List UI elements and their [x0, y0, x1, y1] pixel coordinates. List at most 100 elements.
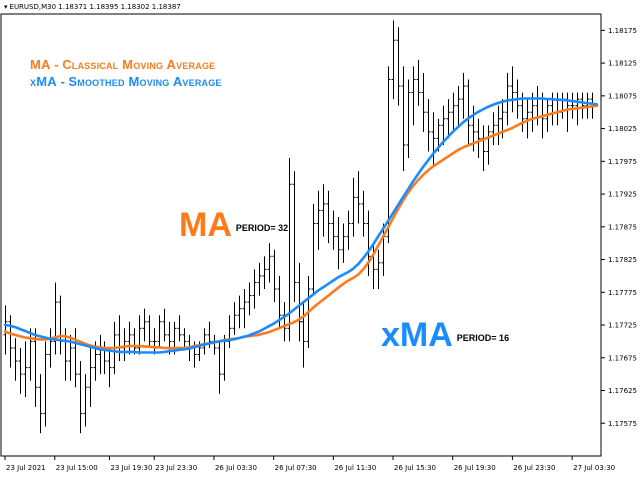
ohlc-bar	[292, 171, 297, 303]
ohlc-bar	[48, 328, 53, 368]
ohlc-bar	[212, 334, 217, 355]
ohlc-bar	[580, 92, 585, 119]
ohlc-bar	[391, 20, 396, 100]
ohlc-bar	[326, 190, 331, 244]
ohlc-bar	[137, 315, 142, 355]
ohlc-bar	[232, 302, 237, 335]
ohlc-bar	[451, 92, 456, 132]
ohlc-bar	[441, 105, 446, 145]
plot-border	[0, 13, 602, 457]
price-tick-label: 1.17975	[608, 158, 637, 166]
ohlc-bar	[341, 223, 346, 263]
legend-xma-desc: Smoothed Moving Average	[68, 74, 222, 89]
ohlc-bar	[311, 203, 316, 296]
ohlc-bar	[262, 256, 267, 290]
ohlc-bar	[78, 361, 83, 434]
ohlc-bar	[316, 190, 321, 250]
time-tick-label: 23 Jul 15:00	[56, 464, 98, 472]
ohlc-bar	[331, 210, 336, 250]
ohlc-bar	[58, 295, 63, 355]
ohlc-bar	[127, 321, 132, 355]
ohlc-bar	[18, 347, 23, 394]
ohlc-bar	[411, 66, 416, 126]
price-tick-label: 1.18125	[608, 60, 637, 68]
time-tick-label: 26 Jul 23:30	[513, 464, 555, 472]
xma-annotation-period: PERIOD= 16	[456, 333, 510, 343]
ohlc-bar	[53, 282, 58, 355]
ohlc-bar	[117, 315, 122, 362]
ohlc-bar	[88, 347, 93, 407]
ma-series-line	[3, 104, 599, 350]
xma-annotation: xMA PERIOD= 16	[381, 316, 509, 355]
ohlc-bar	[43, 341, 48, 427]
ohlc-bar	[461, 72, 466, 119]
dropdown-triangle-icon[interactable]: ▾	[4, 3, 8, 11]
ohlc-bar	[157, 315, 162, 348]
ma-annotation-period: PERIOD= 32	[235, 223, 289, 233]
ohlc-bar	[38, 374, 43, 434]
chart-frame	[0, 13, 602, 457]
legend-xma-sep: -	[56, 74, 69, 89]
ohlc-bar	[396, 27, 401, 106]
ohlc-bar	[287, 158, 292, 342]
price-tick-label: 1.17925	[608, 191, 637, 199]
ohlc-bar	[565, 92, 570, 132]
legend-xma: xMA - Smoothed Moving Average	[30, 74, 222, 89]
ohlc-bar	[167, 321, 172, 355]
legend-ma: MA - Classical Moving Average	[30, 57, 215, 72]
time-tick-label: 27 Jul 03:30	[573, 464, 615, 472]
ohlc-bar	[102, 341, 107, 375]
ohlc-bar	[510, 66, 515, 113]
ohlc-bar	[426, 99, 431, 152]
price-tick-label: 1.17575	[608, 420, 637, 428]
ohlc-bar	[107, 347, 112, 388]
time-tick-label: 26 Jul 15:30	[394, 464, 436, 472]
price-tick-label: 1.17825	[608, 256, 637, 264]
xma-series-line	[3, 97, 599, 354]
ohlc-bar	[132, 328, 137, 355]
ohlc-bar	[252, 269, 257, 309]
ohlc-bar	[257, 262, 262, 296]
ohlc-bar	[23, 341, 28, 398]
ohlc-bar	[456, 86, 461, 126]
ohlc-bar	[555, 92, 560, 126]
ohlc-bar	[376, 249, 381, 290]
ohlc-bar	[33, 328, 38, 407]
time-tick-label: 26 Jul 07:30	[275, 464, 317, 472]
ohlc-bar	[366, 210, 371, 276]
ohlc-bar	[401, 66, 406, 172]
price-tick-label: 1.18025	[608, 125, 637, 133]
ohlc-bar	[147, 315, 152, 348]
ohlc-bar	[321, 184, 326, 237]
ohlc-bar	[446, 99, 451, 139]
price-axis: 1.18175 1.18125 1.18075 1.18025 1.17975 1.179…	[601, 27, 637, 428]
ohlc-bar	[282, 302, 287, 342]
ohlc-bar	[247, 282, 252, 316]
ohlc-bar	[525, 99, 530, 139]
ohlc-bar	[550, 92, 555, 126]
ohlc-bar	[122, 328, 127, 362]
ohlc-bar	[73, 328, 78, 388]
price-tick-label: 1.18175	[608, 27, 637, 35]
ohlc-bar	[272, 249, 277, 303]
time-axis: 23 Jul 2021 23 Jul 15:00 23 Jul 19:30 23 Ju…	[4, 456, 615, 472]
ohlc-bar	[202, 328, 207, 355]
ohlc-bar	[162, 308, 167, 342]
ohlc-bar	[481, 125, 486, 172]
ohlc-bar	[98, 334, 103, 375]
ohlc-bar	[491, 112, 496, 145]
time-tick-label: 23 Jul 2021	[6, 464, 46, 472]
ohlc-bar	[346, 210, 351, 250]
ohlc-bar	[242, 289, 247, 329]
symbol-header: ▾ EURUSD,M30 1.18371 1.18395 1.18302 1.18…	[4, 3, 181, 11]
ohlc-bar	[297, 262, 302, 342]
price-tick-label: 1.17775	[608, 289, 637, 297]
ohlc-bar	[217, 341, 222, 394]
price-tick-label: 1.17725	[608, 322, 637, 330]
ohlc-bar	[416, 59, 421, 106]
price-tick-label: 1.18075	[608, 92, 637, 100]
legend-ma-sep: -	[50, 57, 63, 72]
ohlc-bar	[570, 92, 575, 119]
time-tick-label: 23 Jul 19:30	[110, 464, 152, 472]
